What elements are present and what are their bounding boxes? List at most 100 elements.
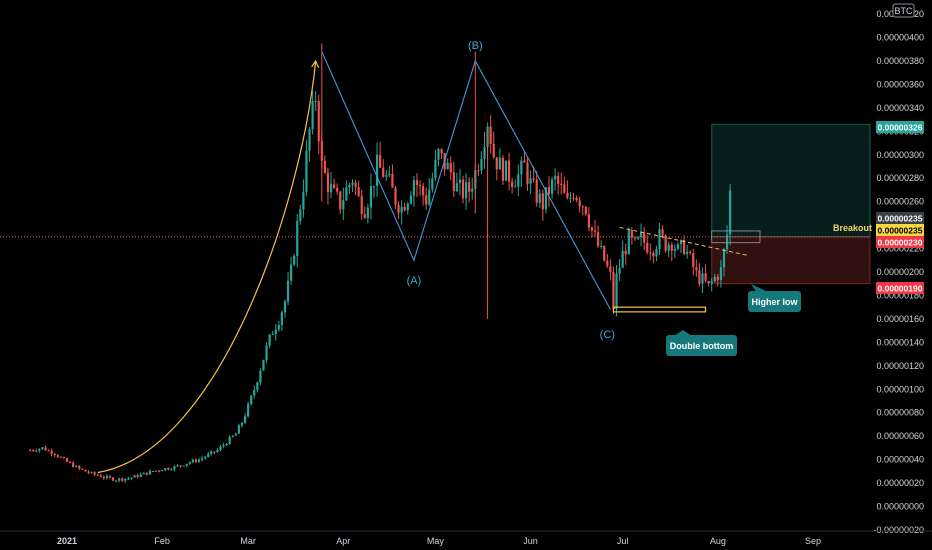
stop-zone-rect <box>711 236 871 285</box>
y-axis: 0.000004200.000004000.000003800.00000360… <box>873 9 924 535</box>
candle-down <box>590 227 594 231</box>
candle-down <box>572 197 575 199</box>
candle-up <box>550 179 554 195</box>
currency-badge[interactable]: BTC <box>892 3 915 18</box>
candle-up <box>41 447 44 449</box>
candle-down <box>560 183 563 185</box>
target-price-tag: 0.00000326 <box>876 121 924 133</box>
candle-down <box>563 184 566 193</box>
candle-up <box>446 162 449 170</box>
double-bottom-label: Double bottom <box>670 341 734 351</box>
y-tick-label: 0.00000200 <box>876 267 924 277</box>
candle-down <box>689 251 692 254</box>
candle-down <box>78 465 81 469</box>
candle-down <box>452 172 455 192</box>
higher-low-callout[interactable]: Higher low <box>748 284 801 312</box>
candle-up <box>182 465 185 467</box>
y-tick-label: 0.00000080 <box>876 408 924 418</box>
candle-up <box>406 203 409 211</box>
double-bottom-box <box>612 306 707 313</box>
candle-down <box>415 180 419 185</box>
y-tick-label: 0.00000400 <box>876 33 924 43</box>
candle-up <box>115 480 118 482</box>
candle-down <box>566 192 569 198</box>
candle-up <box>311 101 314 130</box>
y-tick-label: 0.00000220 <box>876 244 924 254</box>
candle-down <box>440 149 443 154</box>
candle-up <box>701 273 704 284</box>
candle-down <box>649 252 652 254</box>
candle-down <box>547 187 551 195</box>
candle-up <box>388 173 391 176</box>
candle-up <box>302 191 305 210</box>
candle-down <box>716 276 719 281</box>
candle-down <box>339 191 342 210</box>
candle-down <box>397 204 400 213</box>
descending-trendline <box>619 226 749 257</box>
candle-up <box>210 451 213 454</box>
candle-down <box>62 457 66 459</box>
candle-up <box>538 193 541 203</box>
currency-badge-label: BTC <box>895 6 914 16</box>
x-tick-label: Mar <box>240 536 256 546</box>
candle-down <box>81 468 84 470</box>
candle-down <box>32 450 35 452</box>
candle-down <box>394 187 397 205</box>
wave-label-c: (C) <box>600 329 615 341</box>
candle-up <box>458 179 462 184</box>
candle-down <box>646 242 649 253</box>
candle-up <box>75 465 78 467</box>
y-tick-label: 0.00000160 <box>876 314 924 324</box>
x-tick-label: Apr <box>336 536 350 546</box>
candle-down <box>121 478 124 481</box>
candle-up <box>658 229 661 250</box>
candle-down <box>35 450 38 452</box>
y-tick-label: 0.00000360 <box>876 79 924 89</box>
candle-up <box>225 444 228 446</box>
candle-down <box>661 229 664 236</box>
candle-down <box>603 245 606 261</box>
breakout-price-value: 0.00000235 <box>878 226 923 236</box>
candle-down <box>489 126 492 144</box>
candle-up <box>219 446 222 451</box>
candle-down <box>167 468 170 470</box>
x-tick-label: Feb <box>154 536 170 546</box>
candle-down <box>541 193 544 210</box>
candle-up <box>259 370 262 383</box>
candle-up <box>471 188 474 192</box>
candle-down <box>682 240 686 255</box>
candle-down <box>332 184 336 188</box>
candle-up <box>296 220 299 257</box>
candle-up <box>197 459 201 462</box>
candle-up <box>38 448 41 451</box>
candle-down <box>323 160 326 173</box>
candle-up <box>243 416 247 423</box>
candle-down <box>93 472 96 475</box>
candle-down <box>449 162 452 173</box>
double-bottom-callout[interactable]: Double bottom <box>666 330 737 356</box>
candle-down <box>418 184 422 187</box>
candle-up <box>627 230 630 255</box>
candle-up <box>262 359 265 371</box>
candle-down <box>609 266 612 273</box>
higher-low-label: Higher low <box>751 297 798 307</box>
candle-up <box>308 129 311 151</box>
y-tick-label: 0.00000180 <box>876 290 924 300</box>
candle-up <box>286 280 290 302</box>
wave-label-b: (B) <box>468 40 483 52</box>
candle-up <box>483 147 486 160</box>
candle-down <box>72 462 75 467</box>
candle-down <box>354 182 357 188</box>
candle-up <box>639 232 643 238</box>
candle-up <box>124 478 127 481</box>
y-tick-label: 0.00000100 <box>876 384 924 394</box>
candle-up <box>247 403 250 417</box>
candle-up <box>290 264 293 281</box>
candle-up <box>618 267 621 274</box>
y-tick-label: 0.00000060 <box>876 431 924 441</box>
candle-up <box>216 450 219 453</box>
candle-down <box>643 232 646 243</box>
candle-up <box>256 382 259 390</box>
candle-down <box>707 280 710 284</box>
